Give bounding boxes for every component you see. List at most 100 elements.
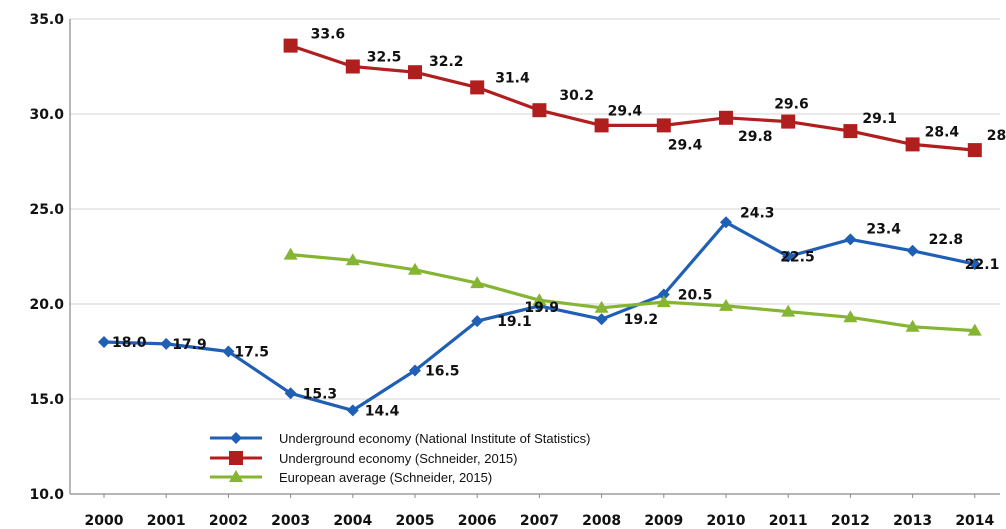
y-axis-ticks: 10.0 15.0 20.0 25.0 30.0 35.0 xyxy=(29,12,64,503)
diamond-marker xyxy=(844,233,857,246)
y-tick-label: 35.0 xyxy=(29,12,64,28)
diamond-marker xyxy=(222,345,235,358)
diamond-marker xyxy=(230,432,242,444)
diamond-marker xyxy=(968,258,981,271)
legend-label: Underground economy (Schneider, 2015) xyxy=(279,451,517,466)
data-label: 29.4 xyxy=(608,103,643,119)
x-tick-label: 2012 xyxy=(831,513,870,529)
x-tick-label: 2011 xyxy=(769,513,808,529)
data-label: 29.1 xyxy=(862,111,897,127)
diamond-marker xyxy=(595,313,608,326)
diamond-marker xyxy=(160,337,173,350)
y-tick-label: 10.0 xyxy=(29,487,64,503)
data-label: 28.1 xyxy=(987,128,1006,144)
triangle-marker xyxy=(594,300,609,313)
x-tick-label: 2005 xyxy=(396,513,435,529)
data-label: 22.5 xyxy=(780,250,815,266)
x-tick-label: 2004 xyxy=(333,513,372,529)
x-tick-label: 2010 xyxy=(707,513,746,529)
x-tick-label: 2000 xyxy=(85,513,124,529)
triangle-marker xyxy=(719,298,733,311)
y-tick-label: 20.0 xyxy=(29,297,64,313)
diamond-marker xyxy=(346,404,359,417)
square-marker xyxy=(345,59,360,74)
data-label: 29.8 xyxy=(738,129,773,145)
square-marker xyxy=(719,110,733,125)
data-label: 32.2 xyxy=(429,54,464,70)
y-tick-label: 25.0 xyxy=(29,202,64,218)
x-tick-label: 2001 xyxy=(147,513,186,529)
square-marker xyxy=(283,38,298,53)
triangle-marker xyxy=(345,253,360,266)
data-label: 22.1 xyxy=(965,257,1000,273)
legend-label: Underground economy (National Institute … xyxy=(279,431,590,446)
diamond-marker xyxy=(284,387,297,400)
data-label: 23.4 xyxy=(866,221,901,237)
x-tick-label: 2009 xyxy=(644,513,683,529)
data-label: 17.5 xyxy=(234,345,269,361)
data-label: 29.4 xyxy=(668,137,703,153)
triangle-marker xyxy=(656,295,671,308)
diamond-marker xyxy=(98,336,110,348)
series-line-2 xyxy=(290,44,975,152)
data-label: 33.6 xyxy=(311,27,346,43)
square-marker xyxy=(408,65,422,80)
diamond-marker xyxy=(657,288,670,301)
square-marker xyxy=(470,80,485,95)
square-marker xyxy=(594,118,609,133)
data-labels: 18.0 17.9 17.5 15.3 14.4 16.5 19.119.9 19.2 20.5… xyxy=(112,27,1006,420)
y-tick-label: 15.0 xyxy=(29,392,64,408)
legend-label: European average (Schneider, 2015) xyxy=(279,470,492,485)
data-label: 14.4 xyxy=(365,403,400,419)
triangle-marker xyxy=(283,247,298,260)
triangle-marker xyxy=(532,293,547,306)
square-marker xyxy=(905,137,920,152)
series-line-3 xyxy=(290,253,975,333)
square-marker xyxy=(843,124,858,139)
x-axis-ticks: 2000 2001 2002 2003 2004 2005 2006 2007 2008 2009… xyxy=(85,494,995,529)
triangle-marker xyxy=(905,319,920,332)
x-tick-label: 2008 xyxy=(582,513,621,529)
triangle-marker xyxy=(470,276,485,289)
triangle-marker xyxy=(843,310,858,323)
x-tick-label: 2006 xyxy=(458,513,497,529)
diamond-marker xyxy=(409,364,421,377)
x-tick-label: 2007 xyxy=(520,513,559,529)
square-marker xyxy=(229,451,243,465)
data-label: 30.2 xyxy=(559,88,594,104)
data-label: 19.2 xyxy=(624,312,659,328)
data-label: 18.0 xyxy=(112,335,147,351)
x-tick-label: 2002 xyxy=(209,513,248,529)
legend: Underground economy (National Institute … xyxy=(210,431,590,485)
data-label: 24.3 xyxy=(740,205,775,221)
diamond-marker xyxy=(782,250,795,263)
data-label: 31.4 xyxy=(495,70,530,86)
data-label: 17.9 xyxy=(172,337,207,353)
x-tick-label: 2013 xyxy=(893,513,932,529)
square-marker xyxy=(656,118,671,133)
gridlines xyxy=(70,18,1000,400)
triangle-marker xyxy=(229,470,243,482)
series-group xyxy=(98,38,982,417)
square-marker xyxy=(967,143,982,158)
data-label: 19.1 xyxy=(497,314,532,330)
data-label: 28.4 xyxy=(925,124,960,140)
data-label: 29.6 xyxy=(774,97,809,113)
triangle-marker xyxy=(408,262,422,275)
square-marker xyxy=(532,103,547,118)
y-tick-label: 30.0 xyxy=(29,107,64,123)
data-label: 20.5 xyxy=(678,288,713,304)
data-label: 22.8 xyxy=(929,232,964,248)
diamond-marker xyxy=(471,315,484,328)
data-label: 15.3 xyxy=(303,386,338,402)
triangle-marker xyxy=(781,304,796,317)
data-label: 32.5 xyxy=(367,50,402,66)
diamond-marker xyxy=(906,244,919,257)
data-label: 16.5 xyxy=(425,364,460,380)
x-tick-label: 2003 xyxy=(271,513,310,529)
x-tick-label: 2014 xyxy=(955,513,994,529)
data-label: 19.9 xyxy=(524,300,559,316)
diamond-marker xyxy=(720,216,732,229)
triangle-marker xyxy=(967,323,982,336)
